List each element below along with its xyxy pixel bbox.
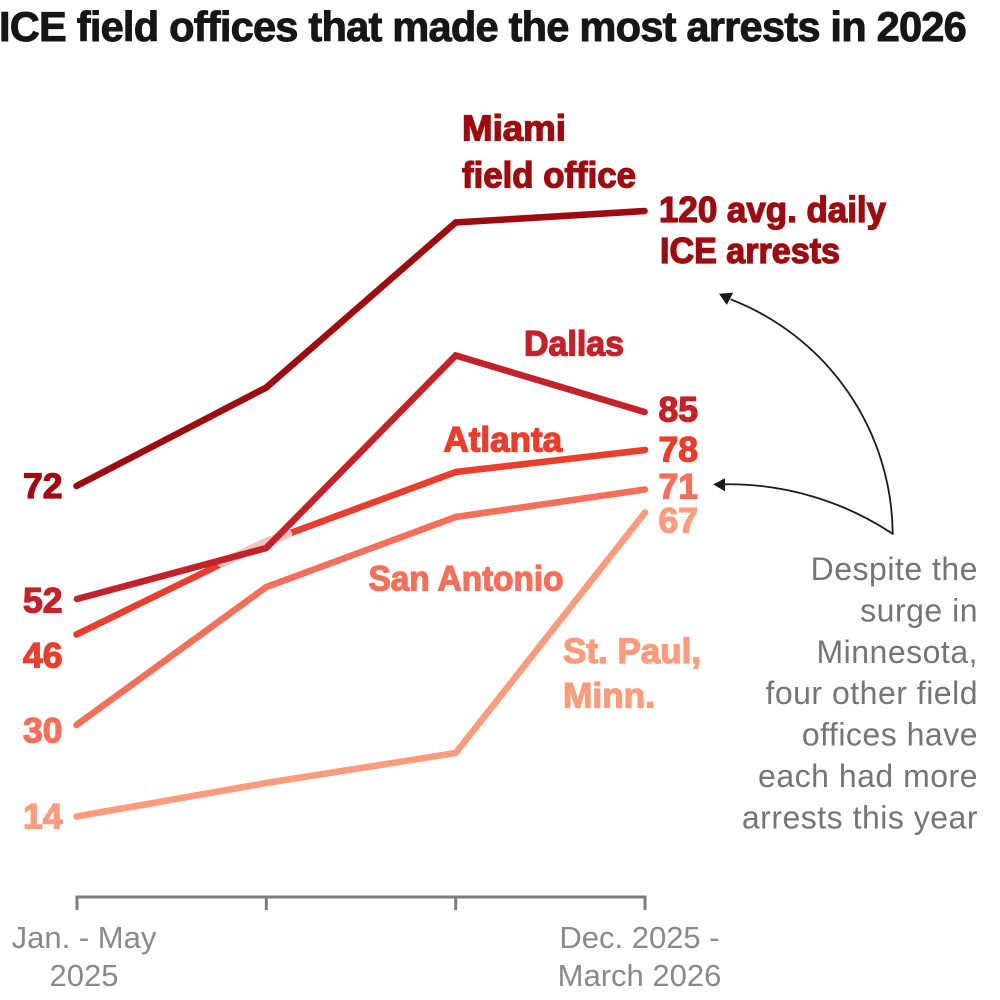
svg-text:46: 46	[23, 636, 63, 676]
svg-text:71: 71	[659, 467, 699, 507]
svg-text:14: 14	[23, 797, 63, 837]
svg-text:78: 78	[659, 430, 699, 470]
svg-text:Dec. 2025 -: Dec. 2025 -	[559, 920, 719, 955]
svg-text:field office: field office	[462, 155, 636, 196]
svg-text:30: 30	[23, 711, 63, 751]
svg-text:Minnesota,: Minnesota,	[816, 634, 978, 670]
svg-text:Miami: Miami	[462, 108, 566, 149]
svg-text:Dallas: Dallas	[524, 325, 624, 364]
svg-text:St. Paul,: St. Paul,	[563, 632, 701, 671]
svg-text:ICE field offices that made th: ICE field offices that made the most arr…	[0, 3, 966, 50]
svg-text:Jan. - May: Jan. - May	[12, 920, 157, 955]
svg-text:52: 52	[23, 581, 63, 621]
svg-text:85: 85	[659, 390, 699, 430]
svg-text:surge in: surge in	[860, 592, 978, 628]
svg-text:San Antonio: San Antonio	[369, 560, 564, 599]
svg-text:Minn.: Minn.	[563, 677, 655, 716]
svg-text:offices have: offices have	[802, 717, 978, 753]
svg-text:four other field: four other field	[765, 675, 978, 711]
svg-text:Atlanta: Atlanta	[444, 421, 563, 460]
svg-text:67: 67	[659, 501, 699, 541]
svg-text:Despite the: Despite the	[811, 551, 978, 587]
svg-text:ICE arrests: ICE arrests	[660, 230, 840, 271]
svg-text:2025: 2025	[50, 958, 119, 993]
svg-text:March 2026: March 2026	[558, 958, 722, 993]
svg-text:72: 72	[23, 466, 63, 506]
svg-text:arrests this year: arrests this year	[742, 799, 978, 835]
svg-text:each had more: each had more	[758, 758, 978, 794]
svg-text:120 avg. daily: 120 avg. daily	[659, 189, 886, 230]
